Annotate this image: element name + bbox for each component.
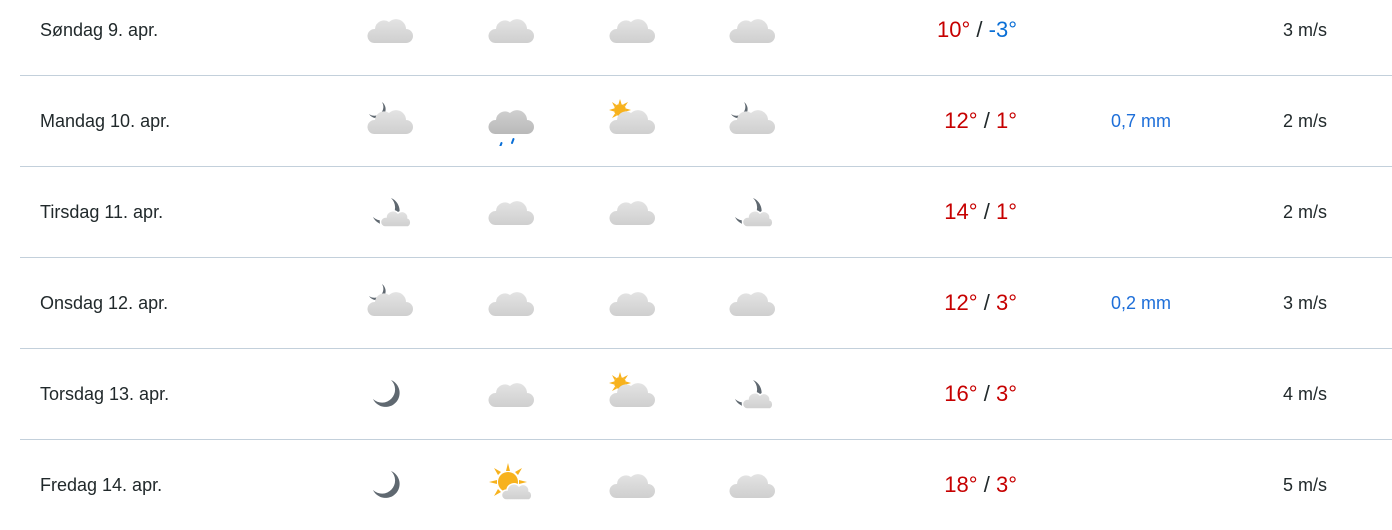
temperature: 14° / 1°	[944, 167, 1017, 257]
wind-speed: 3 m/s	[1282, 293, 1327, 313]
day-label: Tirsdag 11. apr.	[40, 202, 164, 222]
forecast-row[interactable]: Tirsdag 11. apr. 14° / 1° 2 m/s	[20, 167, 1392, 258]
temp-separator: /	[976, 17, 983, 42]
temperature: 10° / -3°	[937, 0, 1017, 75]
day-label: Søndag 9. apr.	[40, 20, 159, 40]
partly-cloudy-night-icon	[727, 96, 777, 146]
wind-speed: 5 m/s	[1282, 475, 1327, 495]
cloudy-icon	[727, 460, 777, 510]
max-temp: 10°	[936, 17, 971, 42]
temp-separator: /	[983, 108, 990, 133]
cloudy-icon	[607, 460, 657, 510]
forecast-row[interactable]: Søndag 9. apr. 10° / -3° 3 m/s	[20, 0, 1392, 76]
forecast-row[interactable]: Mandag 10. apr. 12° / 1° 0,7 mm 2 m/s	[20, 76, 1392, 167]
cloudy-icon	[486, 187, 536, 237]
cloudy-icon	[727, 278, 777, 328]
wind-speed: 3 m/s	[1282, 20, 1327, 40]
temp-separator: /	[983, 472, 990, 497]
min-temp: 3°	[995, 381, 1017, 406]
wind-speed: 4 m/s	[1282, 384, 1327, 404]
cloudy-icon	[486, 5, 536, 55]
min-temp: 3°	[995, 290, 1017, 315]
forecast-table: Søndag 9. apr. 10° / -3° 3 m/s Mandag 10. a…	[20, 0, 1392, 530]
forecast-row[interactable]: Onsdag 12. apr. 12° / 3° 0,2 mm 3 m/s	[20, 258, 1392, 349]
light-rain-icon	[486, 96, 536, 146]
temp-separator: /	[983, 381, 990, 406]
max-temp: 12°	[944, 290, 978, 315]
max-temp: 16°	[944, 381, 978, 406]
day-label: Fredag 14. apr.	[40, 475, 163, 495]
min-temp: 1°	[995, 108, 1017, 133]
temperature: 16° / 3°	[944, 349, 1017, 439]
fair-night-icon	[727, 369, 777, 419]
cloudy-icon	[486, 278, 536, 328]
temperature: 12° / 3°	[944, 258, 1017, 348]
precipitation: 0,7 mm	[1110, 111, 1171, 131]
fair-night-icon	[365, 187, 415, 237]
temperature: 12° / 1°	[944, 76, 1017, 166]
max-temp: 18°	[944, 472, 978, 497]
day-label: Mandag 10. apr.	[40, 111, 171, 131]
forecast-row[interactable]: Fredag 14. apr. 18° / 3° 5 m/s	[20, 440, 1392, 530]
forecast-row[interactable]: Torsdag 13. apr. 16° / 3° 4 m/s	[20, 349, 1392, 440]
wind-speed: 2 m/s	[1282, 202, 1327, 222]
temp-separator: /	[983, 290, 990, 315]
max-temp: 12°	[944, 108, 978, 133]
cloudy-icon	[607, 187, 657, 237]
temp-separator: /	[983, 199, 990, 224]
partly-cloudy-night-icon	[365, 278, 415, 328]
clear-night-icon	[365, 460, 415, 510]
partly-cloudy-night-icon	[365, 96, 415, 146]
fair-day-icon	[486, 460, 536, 510]
cloudy-icon	[365, 5, 415, 55]
day-label: Onsdag 12. apr.	[40, 293, 169, 313]
precipitation: 0,2 mm	[1110, 293, 1171, 313]
max-temp: 14°	[944, 199, 978, 224]
cloudy-icon	[607, 278, 657, 328]
clear-night-icon	[365, 369, 415, 419]
min-temp: -3°	[988, 17, 1017, 42]
partly-cloudy-day-icon	[607, 369, 657, 419]
cloudy-icon	[486, 369, 536, 419]
day-label: Torsdag 13. apr.	[40, 384, 170, 404]
temperature: 18° / 3°	[944, 440, 1017, 530]
min-temp: 1°	[995, 199, 1017, 224]
cloudy-icon	[727, 5, 777, 55]
cloudy-icon	[607, 5, 657, 55]
fair-night-icon	[727, 187, 777, 237]
min-temp: 3°	[995, 472, 1017, 497]
partly-cloudy-day-icon	[607, 96, 657, 146]
wind-speed: 2 m/s	[1282, 111, 1327, 131]
